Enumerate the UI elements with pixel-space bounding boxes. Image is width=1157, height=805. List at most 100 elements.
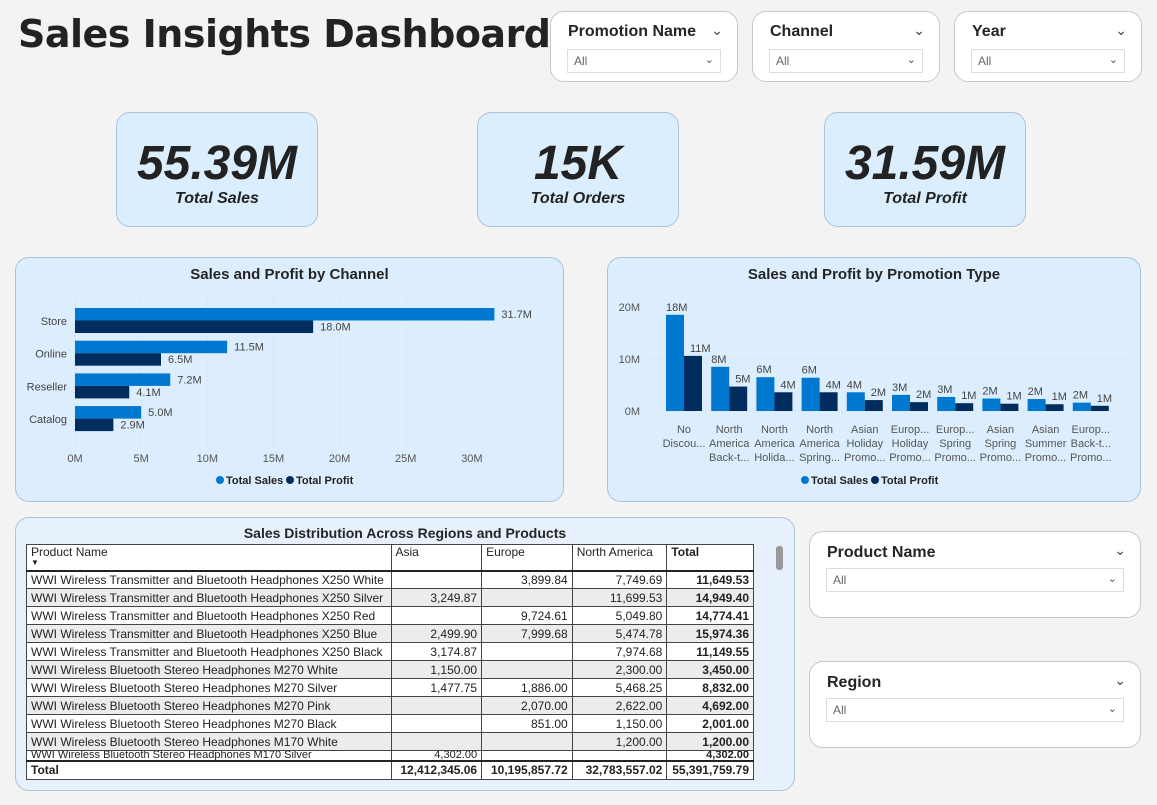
table-cell: 4,302.00	[666, 750, 754, 762]
chevron-down-icon[interactable]: ⌄	[711, 22, 723, 38]
x-category-label: Promo...	[934, 452, 976, 464]
bar-profit	[729, 386, 748, 411]
column-header[interactable]: Total	[666, 544, 754, 572]
table-row[interactable]: WWI Wireless Bluetooth Stereo Headphones…	[26, 678, 754, 697]
table-cell	[390, 732, 483, 751]
x-tick-label: 0M	[67, 453, 82, 465]
kpi-total-sales: 55.39M Total Sales	[116, 112, 318, 227]
product-dropdown[interactable]: All ⌄	[826, 568, 1124, 592]
x-tick-label: 10M	[197, 453, 218, 465]
scrollbar-thumb[interactable]	[776, 546, 783, 570]
table-cell: 4,692.00	[666, 696, 754, 715]
dropdown-value: All	[776, 54, 790, 68]
chevron-down-icon[interactable]: ⌄	[1114, 672, 1126, 688]
table-cell	[390, 696, 483, 715]
chevron-down-icon[interactable]: ⌄	[1115, 22, 1127, 38]
chevron-down-icon: ⌄	[1108, 54, 1118, 66]
bar-profit	[1090, 405, 1109, 411]
year-slicer[interactable]: Year ⌄ All ⌄	[954, 11, 1142, 82]
table-row[interactable]: WWI Wireless Transmitter and Bluetooth H…	[26, 606, 754, 625]
sales-matrix: Product Name ▼ Asia Europe North America Tota…	[26, 544, 754, 780]
table-row[interactable]: WWI Wireless Bluetooth Stereo Headphones…	[26, 696, 754, 715]
kpi-label: Total Profit	[883, 190, 967, 207]
x-category-label: Spring	[939, 438, 971, 450]
table-cell: 11,149.55	[666, 642, 754, 661]
table-row[interactable]: WWI Wireless Transmitter and Bluetooth H…	[26, 570, 754, 589]
table-cell: WWI Wireless Transmitter and Bluetooth H…	[26, 642, 392, 661]
column-header[interactable]: North America	[571, 544, 668, 572]
x-category-label: Promo...	[844, 452, 886, 464]
region-dropdown[interactable]: All ⌄	[826, 698, 1124, 722]
x-tick-label: 20M	[329, 453, 350, 465]
data-label: 8M	[711, 354, 726, 366]
table-cell: 2,300.00	[571, 660, 668, 679]
slicer-label: Region	[827, 674, 882, 691]
promotion-dropdown[interactable]: All ⌄	[567, 49, 721, 73]
table-row[interactable]: WWI Wireless Bluetooth Stereo Headphones…	[26, 732, 754, 751]
data-label: 2M	[916, 389, 931, 401]
x-category-label: No	[677, 424, 691, 436]
bar-sales	[846, 392, 865, 411]
chevron-down-icon: ⌄	[1107, 573, 1117, 585]
x-category-label: Spring	[985, 438, 1017, 450]
bar-sales	[1072, 402, 1091, 411]
legend-label: Total Sales	[226, 475, 283, 487]
promotion-name-slicer[interactable]: Promotion Name ⌄ All ⌄	[550, 11, 738, 82]
channel-dropdown[interactable]: All ⌄	[769, 49, 923, 73]
table-cell: WWI Wireless Bluetooth Stereo Headphones…	[26, 696, 392, 715]
region-slicer[interactable]: Region ⌄ All ⌄	[809, 661, 1141, 748]
column-header[interactable]: Product Name ▼	[26, 544, 392, 572]
x-category-label: America	[754, 438, 795, 450]
table-row[interactable]: WWI Wireless Bluetooth Stereo Headphones…	[26, 750, 754, 762]
kpi-total-orders: 15K Total Orders	[477, 112, 679, 227]
column-header[interactable]: Asia	[390, 544, 483, 572]
table-row[interactable]: WWI Wireless Bluetooth Stereo Headphones…	[26, 714, 754, 733]
year-dropdown[interactable]: All ⌄	[971, 49, 1125, 73]
data-label: 3M	[937, 384, 952, 396]
sort-desc-icon[interactable]: ▼	[31, 558, 39, 567]
table-cell: WWI Wireless Bluetooth Stereo Headphones…	[26, 678, 392, 697]
chevron-down-icon[interactable]: ⌄	[913, 22, 925, 38]
bar-sales	[75, 308, 495, 321]
table-cell	[481, 750, 573, 762]
table-cell: 3,174.87	[390, 642, 483, 661]
slicer-label: Promotion Name	[568, 23, 697, 40]
table-cell: 1,150.00	[571, 714, 668, 733]
chevron-down-icon: ⌄	[704, 54, 714, 66]
bar-sales	[75, 373, 171, 386]
table-row[interactable]: WWI Wireless Transmitter and Bluetooth H…	[26, 642, 754, 661]
dropdown-value: All	[978, 54, 992, 68]
x-category-label: North	[716, 424, 743, 436]
data-label: 6M	[802, 365, 817, 377]
table-cell: 15,974.36	[666, 624, 754, 643]
product-name-slicer[interactable]: Product Name ⌄ All ⌄	[809, 531, 1141, 618]
kpi-value: 31.59M	[844, 137, 1006, 190]
legend-label: Total Profit	[881, 475, 939, 487]
data-label: 5.0M	[148, 407, 172, 419]
bar-profit	[910, 402, 928, 411]
matrix-card: Sales Distribution Across Regions and Pr…	[15, 517, 795, 791]
table-cell: 11,699.53	[571, 588, 668, 607]
data-label: 7.2M	[177, 374, 201, 386]
promotion-column-chart: 0M 10M 20M 18M 11M No Discou... 8M 5M North Americ…	[619, 302, 1133, 487]
table-cell: 5,474.78	[571, 624, 668, 643]
table-row[interactable]: WWI Wireless Transmitter and Bluetooth H…	[26, 588, 754, 607]
y-tick-label: 10M	[619, 354, 640, 366]
table-cell	[571, 750, 668, 762]
data-label: 3M	[892, 382, 907, 394]
x-category-label: Promo...	[980, 452, 1022, 464]
x-category-label: Spring...	[799, 452, 840, 464]
table-cell	[390, 570, 483, 589]
total-cell: 32,783,557.02	[571, 760, 668, 780]
table-row[interactable]: WWI Wireless Transmitter and Bluetooth H…	[26, 624, 754, 643]
table-row[interactable]: WWI Wireless Bluetooth Stereo Headphones…	[26, 660, 754, 679]
channel-slicer[interactable]: Channel ⌄ All ⌄	[752, 11, 940, 82]
bar-sales	[892, 394, 910, 411]
table-cell: 3,450.00	[666, 660, 754, 679]
legend-label: Total Profit	[296, 475, 354, 487]
legend-marker	[801, 476, 809, 484]
table-cell: 1,200.00	[666, 732, 754, 751]
column-header[interactable]: Europe	[481, 544, 573, 572]
chevron-down-icon[interactable]: ⌄	[1114, 542, 1126, 558]
table-cell: WWI Wireless Bluetooth Stereo Headphones…	[26, 660, 392, 679]
